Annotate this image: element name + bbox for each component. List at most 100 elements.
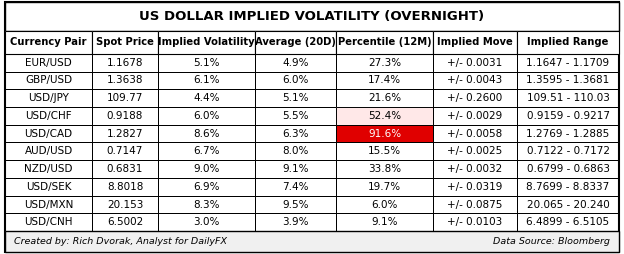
- Bar: [255, 31, 336, 54]
- Bar: [5, 72, 92, 89]
- Text: 6.9%: 6.9%: [193, 182, 220, 192]
- Bar: [158, 31, 255, 54]
- Text: 52.4%: 52.4%: [368, 111, 401, 121]
- Bar: [5, 231, 619, 252]
- Text: 8.6%: 8.6%: [193, 129, 220, 139]
- Text: 1.1678: 1.1678: [107, 58, 144, 68]
- Bar: [336, 89, 433, 107]
- Bar: [517, 213, 619, 231]
- Text: 33.8%: 33.8%: [368, 164, 401, 174]
- Bar: [92, 125, 158, 142]
- Text: 6.5002: 6.5002: [107, 217, 143, 227]
- Text: 9.1%: 9.1%: [371, 217, 397, 227]
- Text: Currency Pair: Currency Pair: [11, 37, 87, 47]
- Text: US DOLLAR IMPLIED VOLATILITY (OVERNIGHT): US DOLLAR IMPLIED VOLATILITY (OVERNIGHT): [139, 10, 485, 23]
- Bar: [336, 142, 433, 160]
- Bar: [255, 178, 336, 196]
- Bar: [255, 196, 336, 213]
- Bar: [336, 213, 433, 231]
- Bar: [336, 31, 433, 54]
- Bar: [433, 54, 517, 72]
- Text: 5.1%: 5.1%: [282, 93, 309, 103]
- Text: 6.4899 - 6.5105: 6.4899 - 6.5105: [527, 217, 610, 227]
- Text: USD/SEK: USD/SEK: [26, 182, 71, 192]
- Bar: [433, 72, 517, 89]
- Text: USD/CHF: USD/CHF: [26, 111, 72, 121]
- Bar: [517, 107, 619, 125]
- Text: +/- 0.0058: +/- 0.0058: [447, 129, 503, 139]
- Bar: [433, 196, 517, 213]
- Bar: [255, 142, 336, 160]
- Text: USD/CNH: USD/CNH: [24, 217, 73, 227]
- Text: 0.9159 - 0.9217: 0.9159 - 0.9217: [527, 111, 610, 121]
- Bar: [433, 89, 517, 107]
- Text: +/- 0.2600: +/- 0.2600: [447, 93, 503, 103]
- Bar: [5, 125, 92, 142]
- Bar: [5, 196, 92, 213]
- Text: +/- 0.0043: +/- 0.0043: [447, 75, 503, 85]
- Bar: [433, 125, 517, 142]
- Bar: [433, 107, 517, 125]
- Text: Percentile (12M): Percentile (12M): [338, 37, 431, 47]
- Bar: [5, 89, 92, 107]
- Bar: [517, 31, 619, 54]
- Text: +/- 0.0319: +/- 0.0319: [447, 182, 503, 192]
- Text: Spot Price: Spot Price: [96, 37, 154, 47]
- Bar: [158, 125, 255, 142]
- Bar: [336, 125, 433, 142]
- Text: 8.3%: 8.3%: [193, 200, 220, 210]
- Bar: [517, 89, 619, 107]
- Text: Data Source: Bloomberg: Data Source: Bloomberg: [493, 237, 610, 246]
- Bar: [5, 54, 92, 72]
- Text: 1.3638: 1.3638: [107, 75, 144, 85]
- Text: 0.6799 - 0.6863: 0.6799 - 0.6863: [527, 164, 610, 174]
- Text: AUD/USD: AUD/USD: [24, 146, 73, 156]
- Bar: [158, 107, 255, 125]
- Bar: [158, 72, 255, 89]
- Bar: [158, 89, 255, 107]
- Bar: [433, 31, 517, 54]
- Bar: [92, 213, 158, 231]
- Bar: [517, 142, 619, 160]
- Text: 9.1%: 9.1%: [282, 164, 309, 174]
- Bar: [336, 125, 433, 142]
- Bar: [255, 107, 336, 125]
- Bar: [255, 72, 336, 89]
- Text: GBP/USD: GBP/USD: [25, 75, 72, 85]
- Bar: [517, 54, 619, 72]
- Text: 27.3%: 27.3%: [368, 58, 401, 68]
- Bar: [336, 107, 433, 125]
- Text: +/- 0.0032: +/- 0.0032: [447, 164, 503, 174]
- Bar: [92, 178, 158, 196]
- Bar: [336, 196, 433, 213]
- Text: 9.5%: 9.5%: [282, 200, 309, 210]
- Bar: [92, 196, 158, 213]
- Text: 4.9%: 4.9%: [282, 58, 309, 68]
- Text: +/- 0.0029: +/- 0.0029: [447, 111, 503, 121]
- Text: USD/CAD: USD/CAD: [24, 129, 72, 139]
- Text: 5.5%: 5.5%: [282, 111, 309, 121]
- Bar: [158, 196, 255, 213]
- Text: 20.065 - 20.240: 20.065 - 20.240: [527, 200, 610, 210]
- Text: 6.0%: 6.0%: [282, 75, 309, 85]
- Bar: [92, 72, 158, 89]
- Bar: [158, 213, 255, 231]
- Bar: [517, 160, 619, 178]
- Bar: [92, 54, 158, 72]
- Text: 6.7%: 6.7%: [193, 146, 220, 156]
- Bar: [158, 31, 255, 54]
- Bar: [517, 72, 619, 89]
- Bar: [92, 89, 158, 107]
- Text: 3.9%: 3.9%: [282, 217, 309, 227]
- Bar: [5, 231, 619, 252]
- Text: +/- 0.0031: +/- 0.0031: [447, 58, 503, 68]
- Text: 17.4%: 17.4%: [368, 75, 401, 85]
- Text: 4.4%: 4.4%: [193, 93, 220, 103]
- Bar: [5, 213, 92, 231]
- Bar: [336, 54, 433, 72]
- Text: 1.1647 - 1.1709: 1.1647 - 1.1709: [527, 58, 610, 68]
- Text: Implied Move: Implied Move: [437, 37, 513, 47]
- Text: 6.0%: 6.0%: [371, 200, 397, 210]
- Text: 15.5%: 15.5%: [368, 146, 401, 156]
- Bar: [5, 160, 92, 178]
